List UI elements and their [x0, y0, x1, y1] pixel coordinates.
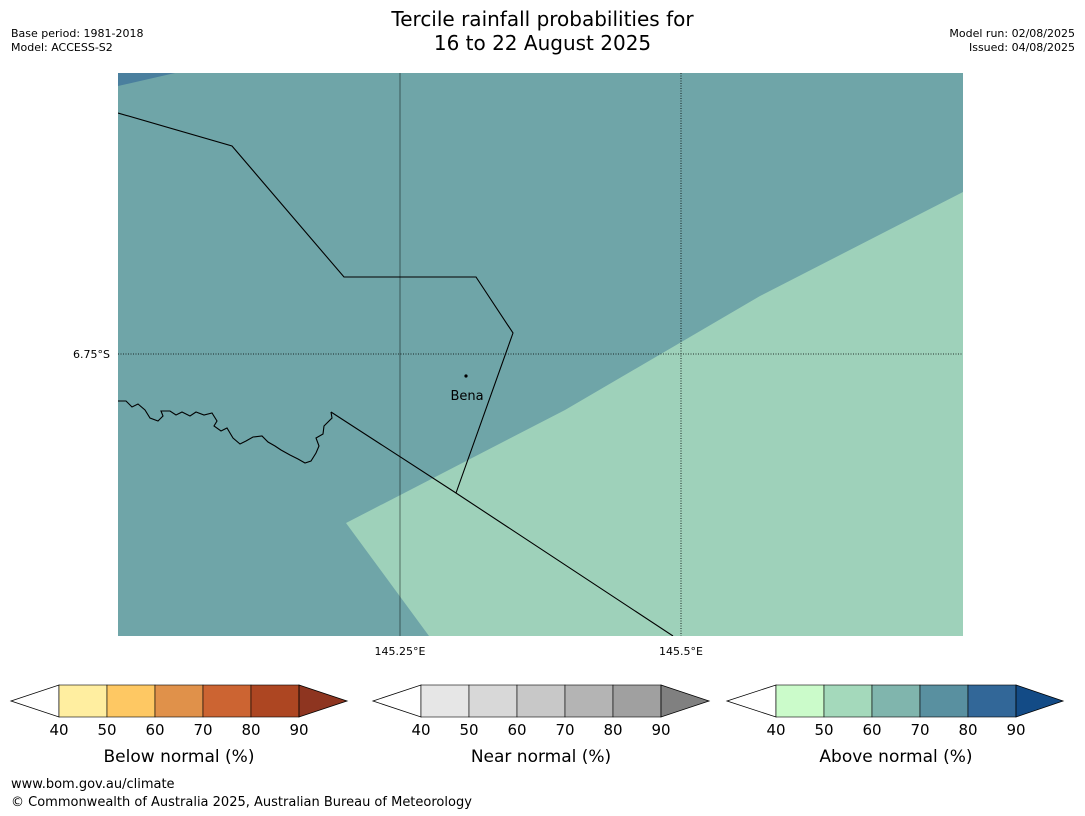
colorbar-tick-label: 50 [459, 721, 478, 739]
colorbar-tick-label: 50 [97, 721, 116, 739]
issued-text: Issued: 04/08/2025 [968, 41, 1075, 54]
colorbar-tick-label: 80 [603, 721, 622, 739]
colorbar-high-extension [1015, 684, 1065, 718]
colorbar-segment [106, 684, 156, 718]
colorbar-high-extension [660, 684, 711, 718]
colorbar-segment [58, 684, 108, 718]
title-line-2: 16 to 22 August 2025 [433, 31, 652, 55]
province-boundary-south [330, 411, 674, 636]
province-boundary [118, 112, 514, 494]
colorbar-segment [250, 684, 300, 718]
colorbar-tick-label: 60 [507, 721, 526, 739]
colorbar-tick-label: 80 [241, 721, 260, 739]
colorbar-low-extension [9, 684, 60, 718]
colorbar-segment [967, 684, 1017, 718]
colorbar-tick-label: 60 [862, 721, 881, 739]
base-period-text: Base period: 1981-2018 [11, 27, 144, 40]
colorbar-legends: 40 50 60 70 80 90 Below normal (%) 40 50 60 70 80 90… [9, 684, 1065, 767]
colorbar-segment [612, 684, 662, 718]
colorbar-segment [154, 684, 204, 718]
coastline [118, 400, 333, 464]
colorbar-tick-label: 90 [289, 721, 308, 739]
longitude-label-1: 145.25°E [375, 645, 426, 658]
title-line-1: Tercile rainfall probabilities for [391, 7, 694, 31]
colorbar-tick-label: 90 [1006, 721, 1025, 739]
model-text: Model: ACCESS-S2 [11, 41, 113, 54]
colorbar-tick-label: 70 [910, 721, 929, 739]
colorbar-tick-label: 70 [193, 721, 212, 739]
colorbar-high-extension [298, 684, 349, 718]
colorbar-segment [919, 684, 969, 718]
colorbar-tick-label: 80 [958, 721, 977, 739]
colorbar-tick-label: 50 [814, 721, 833, 739]
colorbar-low-extension [371, 684, 422, 718]
colorbar-low-extension [725, 684, 777, 718]
colorbar-tick-label: 70 [555, 721, 574, 739]
colorbar-tick-label: 40 [49, 721, 68, 739]
chart-title: Tercile rainfall probabilities for 16 to… [0, 7, 1085, 55]
footer: www.bom.gov.au/climate © Commonwealth of… [11, 776, 472, 812]
footer-copyright: © Commonwealth of Australia 2025, Austra… [11, 795, 472, 810]
colorbar-segment [564, 684, 614, 718]
right-metadata: Model run: 02/08/2025 Issued: 04/08/2025 [949, 27, 1075, 55]
colorbar-title: Below normal (%) [104, 747, 255, 767]
town-label-bena: Bena [450, 389, 483, 404]
latitude-label: 6.75°S [73, 348, 110, 361]
colorbar-segment [823, 684, 873, 718]
colorbar-3: 40 50 60 70 80 90 Above normal (%) [725, 684, 1065, 767]
map-panel [118, 73, 963, 636]
above-normal-70-80-region [118, 73, 175, 86]
colorbar-title: Near normal (%) [471, 747, 611, 767]
footer-url: www.bom.gov.au/climate [11, 777, 175, 792]
colorbar-tick-label: 40 [411, 721, 430, 739]
colorbar-2: 40 50 60 70 80 90 Near normal (%) [371, 684, 711, 767]
town-marker-bena [464, 374, 468, 378]
left-metadata: Base period: 1981-2018 Model: ACCESS-S2 [11, 27, 143, 55]
above-normal-50-60-region [346, 192, 963, 636]
model-run-text: Model run: 02/08/2025 [949, 27, 1075, 40]
colorbar-tick-label: 40 [766, 721, 785, 739]
colorbar-tick-label: 90 [651, 721, 670, 739]
colorbar-segment [468, 684, 518, 718]
colorbar-segment [516, 684, 566, 718]
colorbar-segment [202, 684, 252, 718]
colorbar-tick-label: 60 [145, 721, 164, 739]
colorbar-segment [871, 684, 921, 718]
colorbar-segment [420, 684, 470, 718]
colorbar-1: 40 50 60 70 80 90 Below normal (%) [9, 684, 349, 767]
colorbar-title: Above normal (%) [819, 747, 972, 767]
colorbar-segment [775, 684, 825, 718]
longitude-label-2: 145.5°E [659, 645, 703, 658]
